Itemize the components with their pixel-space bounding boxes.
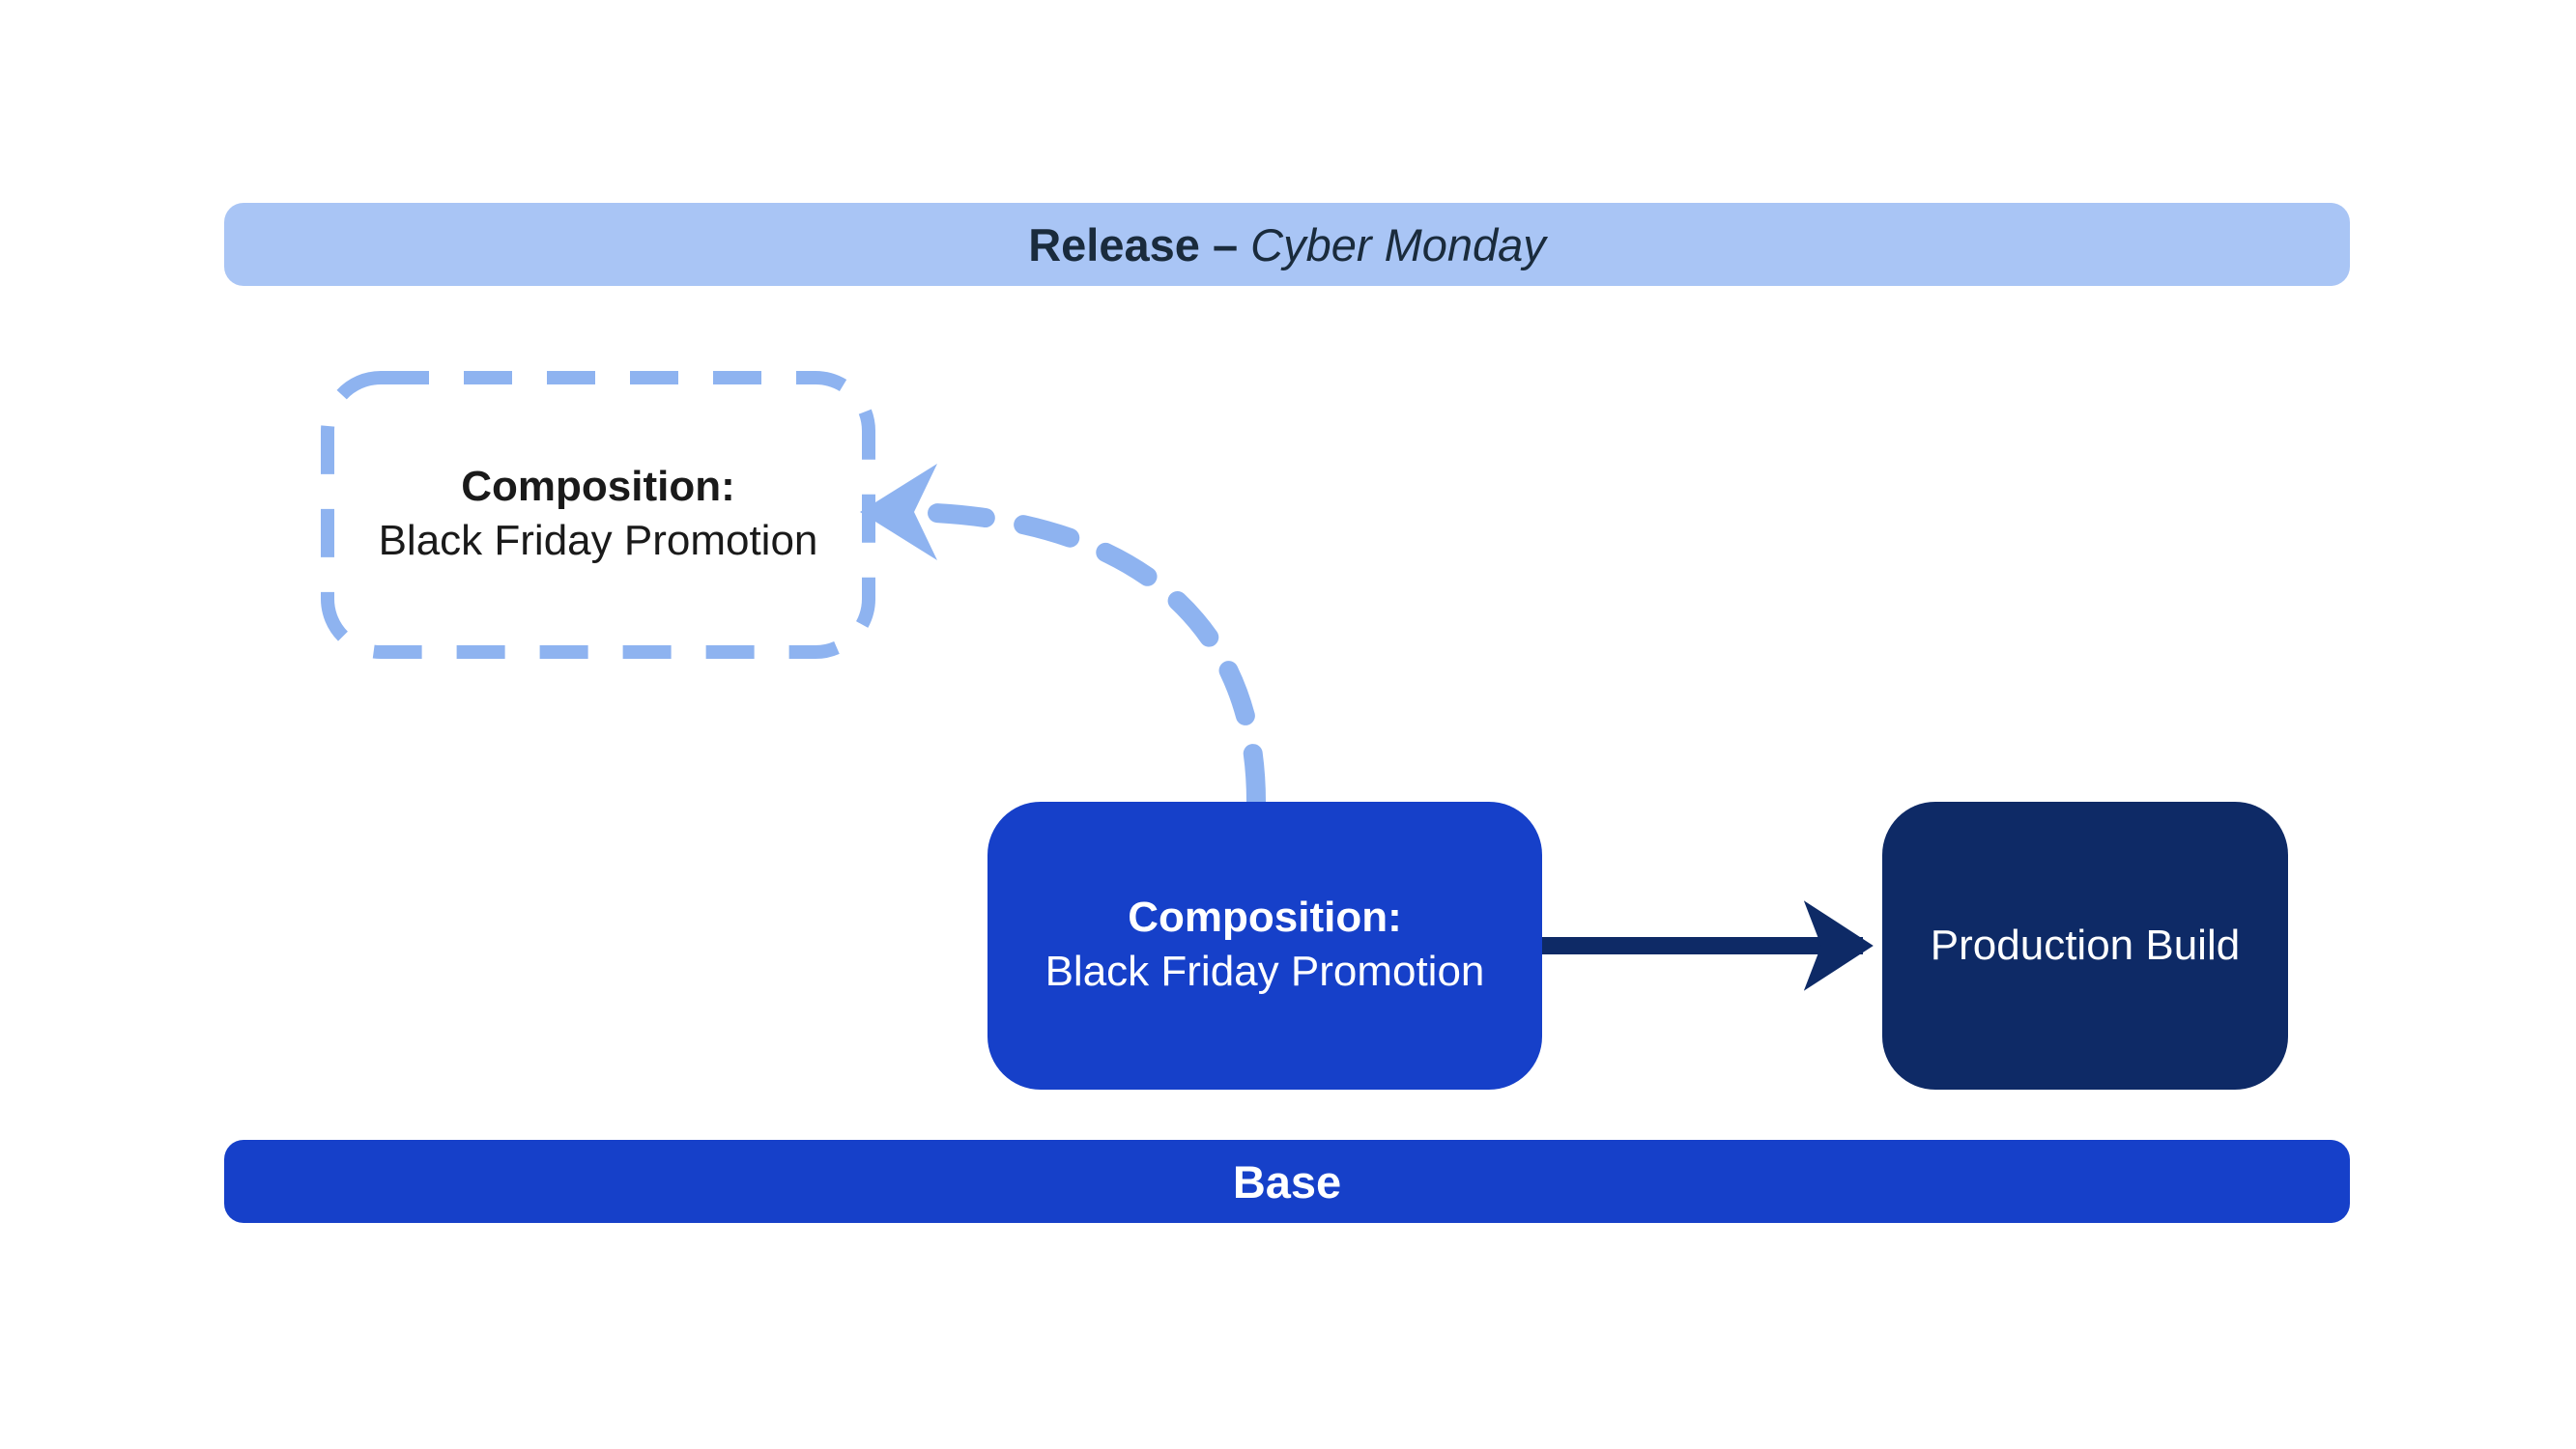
production-build-label: Production Build [1931, 922, 2240, 970]
base-label: Base [1233, 1155, 1341, 1208]
production-build-box: Production Build [1882, 802, 2288, 1090]
solid-arrow [0, 0, 2576, 1449]
base-bar: Base [224, 1140, 2350, 1223]
diagram-canvas: Release – Cyber Monday Composition: Blac… [0, 0, 2576, 1449]
